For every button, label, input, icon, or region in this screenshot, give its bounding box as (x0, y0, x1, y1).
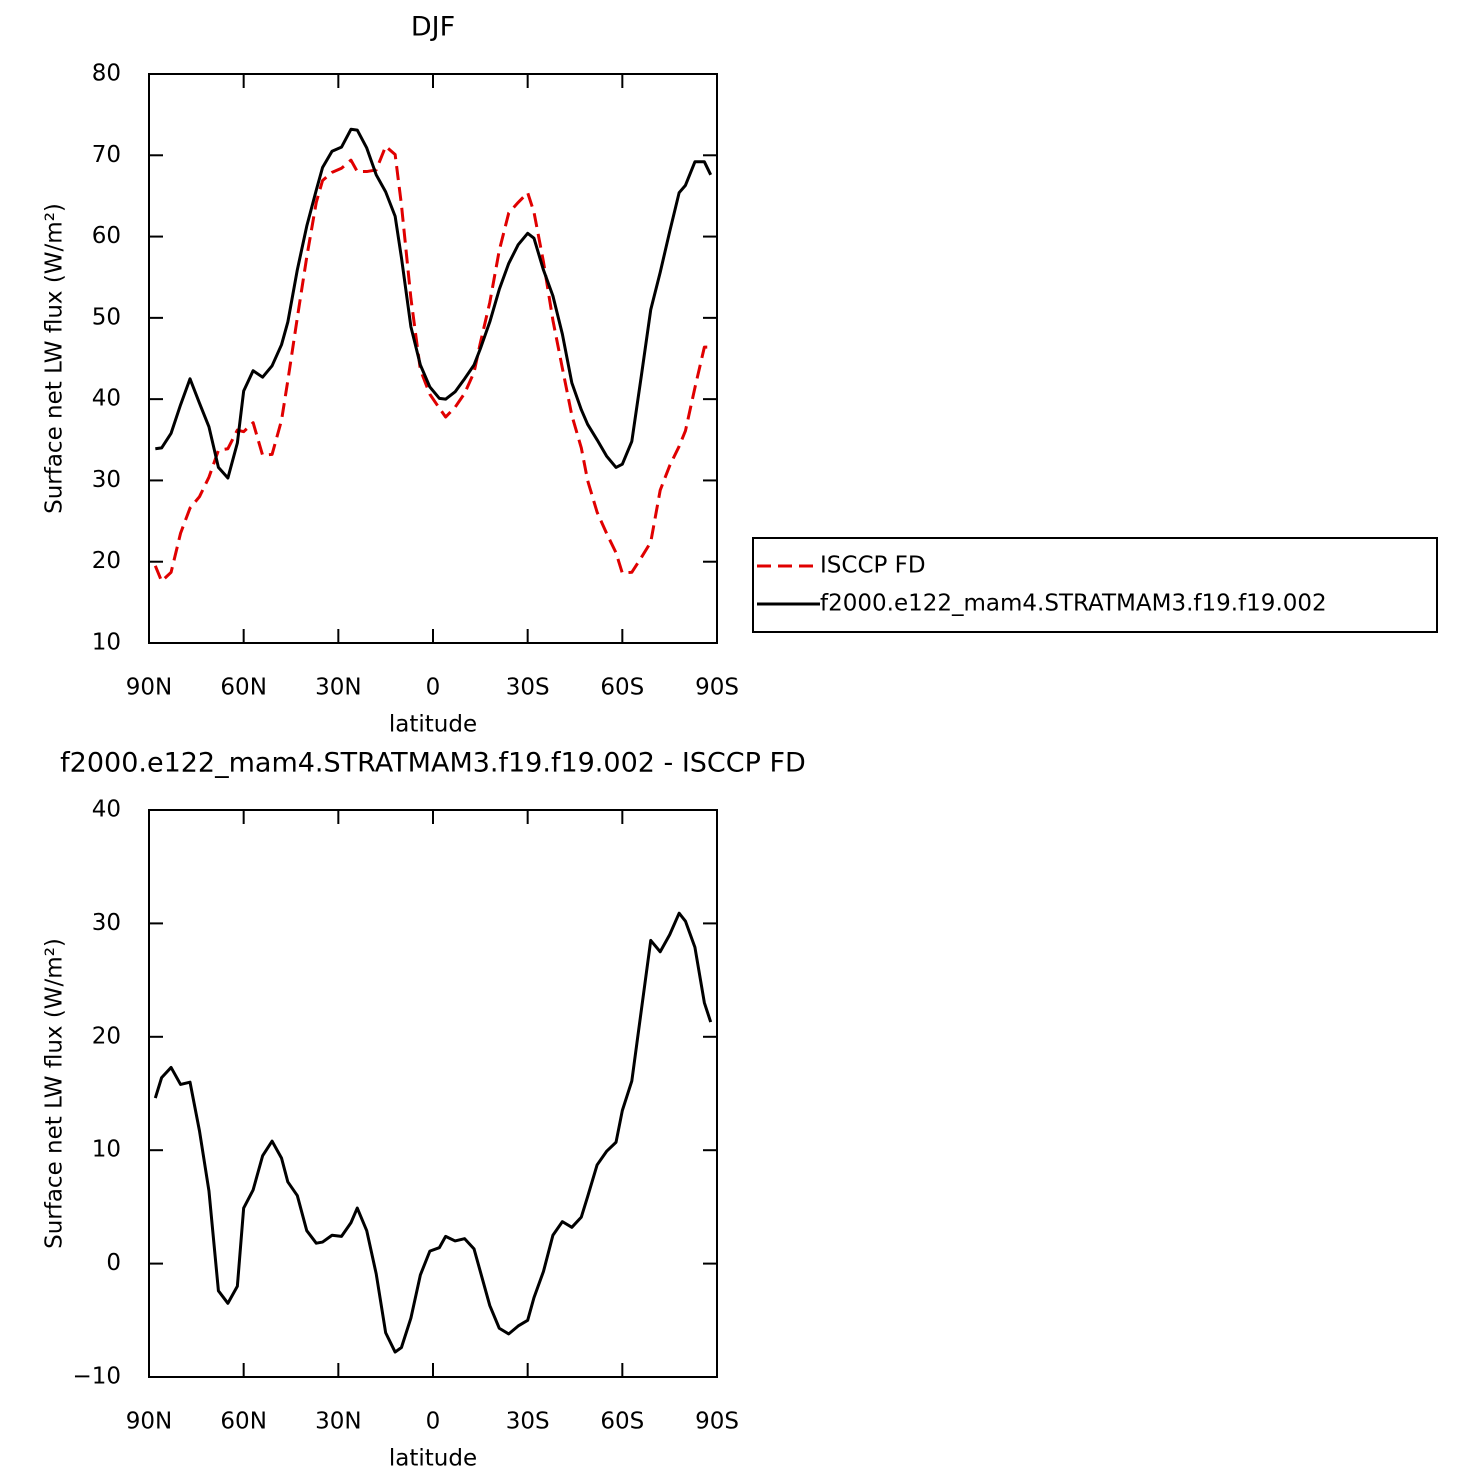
y-tick-label: 20 (92, 548, 121, 574)
x-tick-label: 60N (220, 675, 266, 701)
y-tick-label: 70 (92, 142, 121, 168)
plot-frame (148, 809, 718, 1378)
y-tick-label: 10 (92, 630, 121, 656)
x-tick-label: 0 (426, 675, 441, 701)
data-line (155, 127, 713, 480)
x-tick-label: 60S (600, 1409, 644, 1435)
x-tick-label: 30S (506, 1409, 550, 1435)
y-tick-label: 10 (92, 1137, 121, 1163)
x-tick-label: 90N (126, 1409, 172, 1435)
y-axis-label: Surface net LW flux (W/m²) (42, 938, 68, 1249)
legend-box (752, 537, 1438, 633)
x-tick-label: 90S (695, 1409, 739, 1435)
x-tick-label: 30N (315, 675, 361, 701)
legend-label: ISCCP FD (820, 553, 926, 579)
x-axis-label: latitude (389, 1446, 477, 1472)
y-tick-label: 50 (92, 304, 121, 330)
x-tick-label: 90N (126, 675, 172, 701)
y-tick-label: 30 (92, 910, 121, 936)
y-tick-label: 0 (106, 1250, 121, 1276)
chart-title: f2000.e122_mam4.STRATMAM3.f19.f19.002 - … (60, 748, 806, 779)
x-tick-label: 60N (220, 1409, 266, 1435)
x-tick-label: 30N (315, 1409, 361, 1435)
data-line (153, 144, 711, 583)
chart-title: DJF (411, 12, 455, 43)
y-tick-label: 20 (92, 1023, 121, 1049)
y-tick-label: 30 (92, 467, 121, 493)
x-tick-label: 30S (506, 675, 550, 701)
y-axis-label: Surface net LW flux (W/m²) (42, 203, 68, 514)
x-tick-label: 0 (426, 1409, 441, 1435)
x-tick-label: 60S (600, 675, 644, 701)
x-tick-label: 90S (695, 675, 739, 701)
x-axis-label: latitude (389, 712, 477, 738)
y-tick-label: 40 (92, 386, 121, 412)
data-line (153, 911, 713, 1354)
y-tick-label: 60 (92, 223, 121, 249)
y-tick-label: 80 (92, 61, 121, 87)
plot-frame (148, 73, 718, 644)
y-tick-label: −10 (72, 1364, 121, 1390)
y-tick-label: 40 (92, 797, 121, 823)
legend-label: f2000.e122_mam4.STRATMAM3.f19.f19.002 (820, 591, 1327, 617)
